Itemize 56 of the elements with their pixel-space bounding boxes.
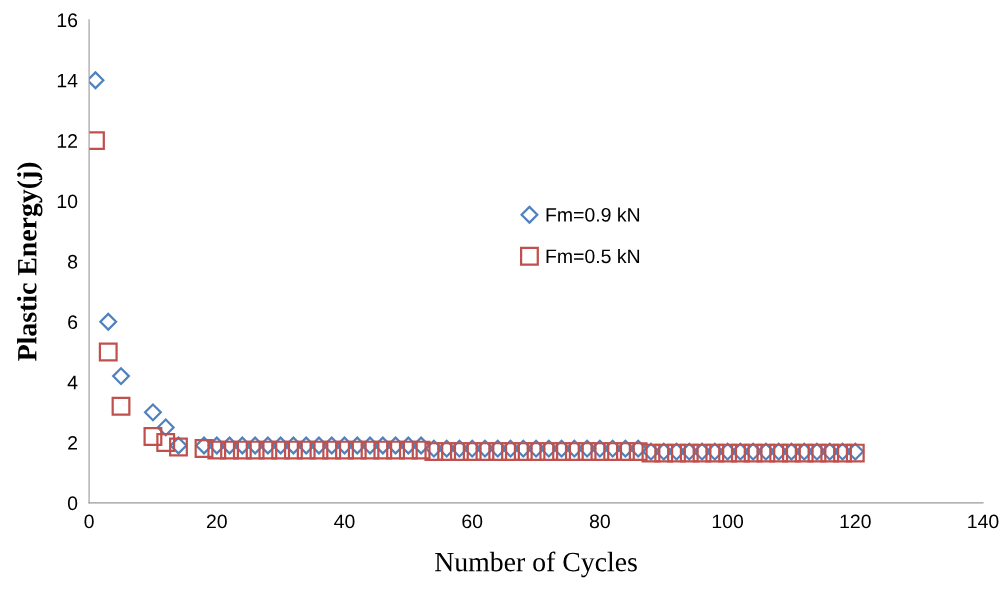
y-tick-label: 2 [68, 435, 77, 450]
point [398, 440, 418, 460]
point [232, 440, 252, 460]
x-tick-label: 80 [589, 514, 610, 529]
y-tick-label: 0 [67, 496, 78, 511]
point [322, 436, 341, 455]
point [220, 440, 239, 460]
point [143, 403, 162, 422]
y-tick-label: 16 [57, 13, 78, 28]
point [283, 440, 303, 460]
y-tick-label: 12 [57, 134, 77, 148]
x-tick-label: 0 [84, 514, 94, 529]
point [99, 312, 118, 331]
point [271, 436, 290, 455]
point [335, 436, 354, 455]
point [194, 439, 214, 459]
y-axis-title: Plastic Energy(j) [17, 162, 43, 361]
point [233, 436, 252, 455]
point [284, 436, 303, 455]
point [399, 436, 418, 455]
point [322, 440, 342, 460]
point [207, 440, 227, 460]
point [386, 440, 406, 460]
point [411, 440, 431, 460]
point [245, 440, 265, 460]
point [360, 440, 380, 460]
point [98, 342, 118, 362]
point [309, 440, 329, 460]
legend-label: Fm=0.5 kN [546, 248, 640, 264]
point [143, 427, 163, 446]
x-tick-label: 120 [840, 514, 871, 529]
point [112, 367, 130, 386]
point [258, 436, 277, 455]
y-tick-label: 14 [57, 73, 78, 88]
x-axis-title: Number of Cycles [435, 551, 637, 578]
point [412, 436, 431, 455]
point [501, 442, 520, 462]
point [335, 440, 354, 460]
x-tick-label: 100 [712, 514, 744, 529]
y-tick-label: 8 [68, 254, 78, 269]
point [156, 433, 176, 452]
point [271, 440, 291, 460]
x-tick-label: 20 [206, 514, 227, 529]
x-tick-label: 140 [968, 514, 999, 529]
y-tick-label: 4 [67, 375, 78, 390]
legend-label: Fm=0.9 kN [546, 207, 640, 222]
y-tick-label: 6 [68, 315, 78, 330]
point [111, 396, 131, 416]
point [373, 440, 393, 460]
x-tick-label: 60 [462, 514, 483, 529]
x-tick-label: 40 [334, 514, 355, 529]
point [296, 440, 316, 460]
point [347, 440, 367, 460]
y-tick-label: 10 [57, 194, 78, 209]
point [258, 440, 278, 460]
point [156, 418, 175, 437]
